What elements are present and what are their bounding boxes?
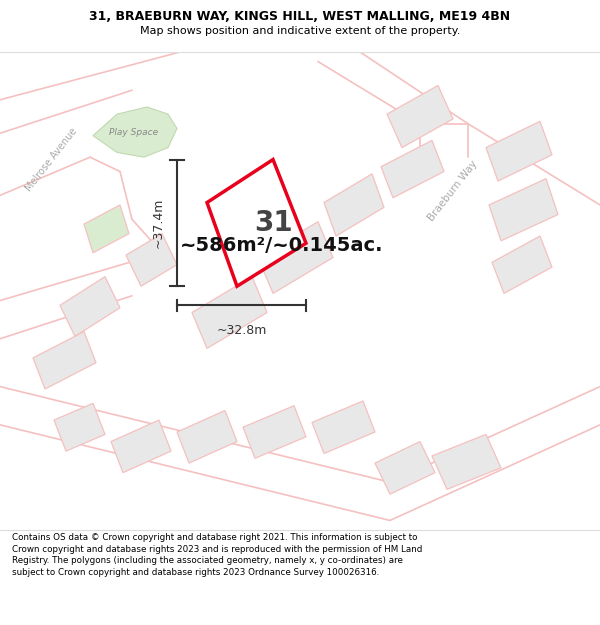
Polygon shape [258,222,333,293]
Polygon shape [60,277,120,336]
Polygon shape [84,205,129,252]
Polygon shape [207,159,306,286]
Polygon shape [432,434,501,489]
Polygon shape [489,179,558,241]
Polygon shape [192,277,267,348]
Text: 31: 31 [254,209,293,237]
Polygon shape [177,411,237,463]
Polygon shape [33,332,96,389]
Polygon shape [111,420,171,472]
Text: Braeburn Way: Braeburn Way [427,159,479,222]
Text: ~37.4m: ~37.4m [152,198,165,248]
Text: Play Space: Play Space [109,127,158,137]
Polygon shape [126,234,177,286]
Text: Melrose Avenue: Melrose Avenue [23,126,79,193]
Polygon shape [375,442,435,494]
Polygon shape [312,401,375,454]
Text: ~586m²/~0.145ac.: ~586m²/~0.145ac. [180,236,384,255]
Polygon shape [54,403,105,451]
Polygon shape [381,141,444,198]
Polygon shape [486,121,552,181]
Polygon shape [324,174,384,236]
Polygon shape [387,86,453,148]
Text: Contains OS data © Crown copyright and database right 2021. This information is : Contains OS data © Crown copyright and d… [12,533,422,578]
Text: ~32.8m: ~32.8m [217,324,266,336]
Text: Map shows position and indicative extent of the property.: Map shows position and indicative extent… [140,26,460,36]
Polygon shape [93,107,177,157]
Text: 31, BRAEBURN WAY, KINGS HILL, WEST MALLING, ME19 4BN: 31, BRAEBURN WAY, KINGS HILL, WEST MALLI… [89,11,511,23]
Polygon shape [243,406,306,458]
Polygon shape [492,236,552,293]
